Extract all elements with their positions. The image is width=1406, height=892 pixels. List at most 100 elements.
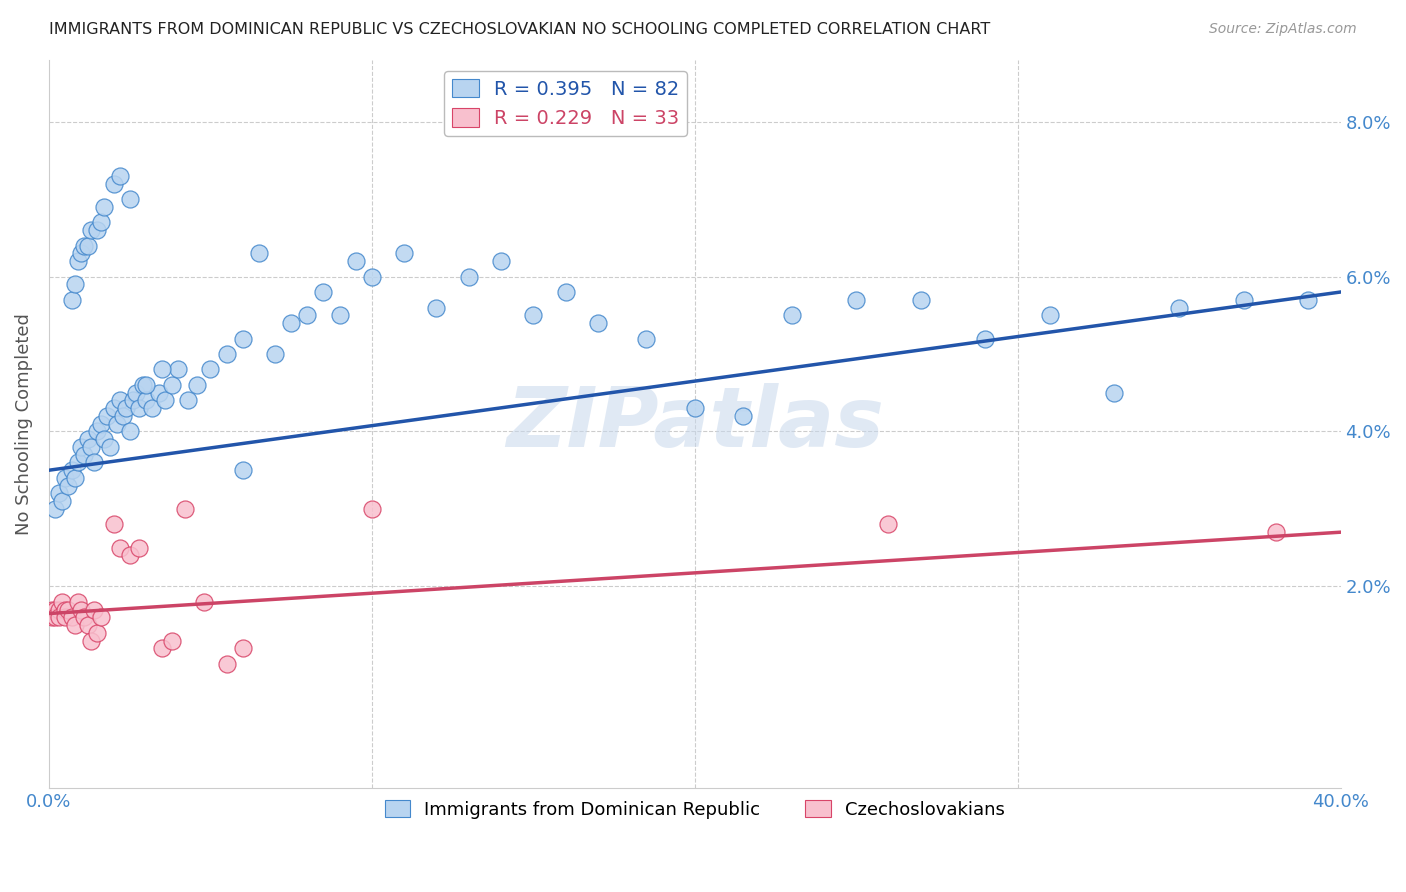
Point [186,378,208,392]
Point [425,301,447,315]
Point [329,308,352,322]
Point [93,432,115,446]
Text: Source: ZipAtlas.com: Source: ZipAtlas.com [1209,22,1357,37]
Point [44,602,66,616]
Point [155,393,177,408]
Point [90,610,112,624]
Point [125,385,148,400]
Point [60,610,83,624]
Point [115,401,138,416]
Point [344,254,367,268]
Point [457,269,479,284]
Point [86,223,108,237]
Point [80,223,103,237]
Point [489,254,512,268]
Point [1296,293,1319,307]
Point [780,308,803,322]
Point [200,362,222,376]
Point [112,409,135,423]
Point [177,393,200,408]
Point [53,471,76,485]
Point [70,602,93,616]
Point [60,463,83,477]
Point [48,486,70,500]
Point [103,401,125,416]
Point [150,641,173,656]
Point [44,610,66,624]
Point [53,602,76,616]
Point [41,610,63,624]
Point [53,610,76,624]
Point [554,285,576,299]
Point [148,385,170,400]
Point [1233,293,1256,307]
Point [232,641,254,656]
Point [66,455,89,469]
Point [103,517,125,532]
Point [83,455,105,469]
Point [877,517,900,532]
Point [128,401,150,416]
Point [215,657,238,671]
Text: ZIPatlas: ZIPatlas [506,384,884,464]
Point [232,331,254,345]
Point [118,549,141,563]
Point [1264,525,1286,540]
Point [131,378,153,392]
Point [105,417,128,431]
Point [73,238,96,252]
Point [73,610,96,624]
Point [150,362,173,376]
Point [44,502,66,516]
Point [360,502,382,516]
Point [733,409,755,423]
Point [58,479,80,493]
Point [108,541,131,555]
Point [360,269,382,284]
Point [141,401,163,416]
Point [103,177,125,191]
Point [1104,385,1126,400]
Point [910,293,932,307]
Point [1039,308,1062,322]
Point [48,610,70,624]
Point [586,316,609,330]
Point [93,200,115,214]
Point [70,246,93,260]
Point [845,293,868,307]
Point [1168,301,1191,315]
Point [683,401,706,416]
Point [83,602,105,616]
Point [118,192,141,206]
Point [232,463,254,477]
Point [41,602,63,616]
Point [70,440,93,454]
Point [76,432,98,446]
Point [118,425,141,439]
Point [76,618,98,632]
Point [167,362,190,376]
Point [66,254,89,268]
Point [247,246,270,260]
Point [193,595,215,609]
Point [128,541,150,555]
Legend: Immigrants from Dominican Republic, Czechoslovakians: Immigrants from Dominican Republic, Czec… [377,793,1012,826]
Point [80,633,103,648]
Point [392,246,415,260]
Text: IMMIGRANTS FROM DOMINICAN REPUBLIC VS CZECHOSLOVAKIAN NO SCHOOLING COMPLETED COR: IMMIGRANTS FROM DOMINICAN REPUBLIC VS CZ… [49,22,990,37]
Point [280,316,302,330]
Point [522,308,544,322]
Point [108,393,131,408]
Point [58,602,80,616]
Point [122,393,145,408]
Point [73,448,96,462]
Point [51,595,73,609]
Point [297,308,319,322]
Point [96,409,118,423]
Point [135,378,157,392]
Point [48,602,70,616]
Point [90,417,112,431]
Point [160,378,183,392]
Point [160,633,183,648]
Point [86,626,108,640]
